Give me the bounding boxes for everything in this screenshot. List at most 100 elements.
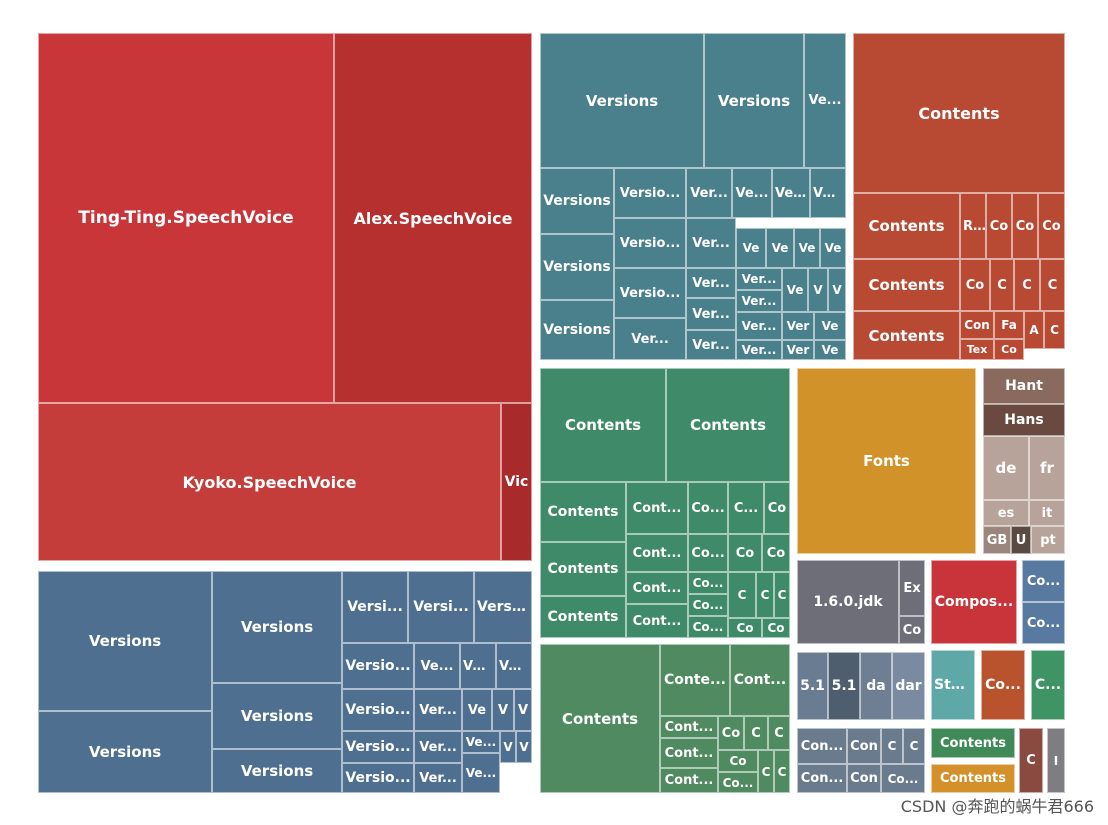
treemap-cell: Ver... (686, 330, 736, 360)
treemap-cell: C (1040, 259, 1065, 311)
treemap-cell: Ve (814, 340, 846, 360)
treemap-cell-label: Cont... (664, 719, 714, 735)
treemap-cell-label: 5.1 (800, 678, 825, 694)
treemap-cell-label: C (1026, 753, 1036, 768)
treemap-cell-label: RAW (963, 218, 985, 234)
treemap-cell-label: Versions (717, 91, 791, 110)
treemap-cell: Co... (688, 534, 728, 572)
treemap-cell-label: Con (850, 738, 878, 754)
treemap-cell-label: C (887, 739, 897, 753)
treemap-cell: Cont... (626, 604, 688, 638)
treemap-cell: Co... (688, 616, 728, 638)
treemap-cell: pt (1031, 526, 1065, 554)
treemap-cell: Ver... (686, 298, 736, 330)
treemap-cell: C (1014, 259, 1040, 311)
treemap-cell-label: Cont... (664, 745, 714, 761)
treemap-cell-label: Ver... (741, 294, 777, 308)
treemap-cell-label: Contents (564, 416, 642, 434)
treemap-cell: V (514, 689, 532, 731)
treemap-cell-label: Ver... (690, 185, 728, 201)
treemap-cell: Co (986, 193, 1012, 259)
treemap-cell: Contents (853, 311, 960, 360)
treemap-cell: Ver... (686, 168, 732, 218)
treemap-cell: Contents (666, 368, 790, 482)
treemap-cell-label: Versio... (345, 658, 411, 674)
treemap-cell: it (1029, 500, 1065, 526)
treemap-cell-label: Contents (547, 561, 619, 577)
treemap-cell: Versio... (614, 268, 686, 318)
treemap-cell-label: V (519, 740, 529, 754)
treemap-cell-label: Ver... (631, 331, 669, 347)
treemap-cell: Versio... (342, 689, 414, 731)
treemap-cell-label: 1.6.0.jdk (813, 594, 883, 610)
treemap-cell-label: Co (767, 500, 787, 516)
treemap-cell: Fa (994, 311, 1024, 339)
treemap-cell-label: Versions (240, 762, 314, 780)
treemap-cell-label: Cont... (733, 672, 787, 688)
treemap-cell: C (1044, 311, 1065, 349)
treemap-cell-label: Contents (918, 103, 1000, 123)
treemap-cell: Compos... (931, 560, 1017, 644)
treemap-cell-label: Alex.SpeechVoice (353, 208, 513, 228)
treemap-cell: A (1024, 311, 1044, 349)
treemap-cell-label: Ve... (499, 658, 531, 674)
treemap-cell: C (756, 572, 774, 618)
treemap-cell: de (983, 436, 1029, 500)
treemap-cell-label: Co... (691, 545, 725, 561)
treemap-cell: Ve (782, 268, 808, 312)
treemap-cell-label: Con... (800, 738, 844, 754)
treemap-cell: Ve (766, 228, 794, 268)
treemap-cell-label: Co... (1026, 615, 1061, 631)
treemap-cell-label: Contents (940, 771, 1006, 786)
treemap-cell: V (828, 268, 846, 312)
treemap-cell: Contents (540, 644, 660, 793)
treemap-cell: Cont... (626, 534, 688, 572)
treemap-cell-label: C (774, 725, 784, 741)
treemap-cell: Contents (853, 33, 1065, 193)
treemap-cell: Versions (540, 168, 614, 234)
treemap-cell: C (758, 750, 774, 793)
treemap-cell: Versions (212, 571, 342, 683)
treemap-cell-label: C (761, 764, 771, 779)
treemap-cell: V (808, 268, 828, 312)
treemap-cell: C (774, 750, 790, 793)
treemap-cell-label: Ve... (465, 766, 497, 780)
treemap-cell-label: Co (989, 218, 1009, 234)
treemap-cell-label: Ve (786, 283, 804, 297)
treemap-cell-label: fr (1040, 459, 1054, 477)
treemap-cell: Contents (540, 368, 666, 482)
treemap-cell: GB (983, 526, 1011, 554)
treemap-cell-label: Versio... (345, 739, 411, 755)
treemap-cell: Co... (688, 572, 728, 594)
treemap-cell-label: Ve (771, 241, 789, 255)
treemap-cell: Contents (540, 596, 626, 638)
treemap-cell-label: I (1053, 753, 1059, 768)
treemap-cell: Ve (462, 689, 492, 731)
treemap-cell: Versions (704, 33, 804, 168)
treemap-cell: C (768, 716, 790, 750)
treemap-cell-label: Co (766, 545, 786, 561)
treemap-cell-label: Ve (821, 343, 839, 357)
treemap-cell: Co (1038, 193, 1065, 259)
treemap-cell-label: Ver... (692, 235, 730, 251)
treemap-cell: C... (728, 482, 764, 534)
treemap-cell: Ve... (462, 731, 500, 753)
treemap-cell-label: Cont... (632, 500, 682, 516)
treemap-cell: Co (718, 716, 744, 750)
treemap-cell-label: C (1022, 277, 1032, 293)
treemap-cell: Versio... (342, 643, 414, 689)
treemap-cell-label: Ve... (813, 185, 845, 201)
treemap-cell-label: Contents (689, 416, 767, 434)
treemap-cell: Ver... (736, 340, 782, 360)
treemap-cell: Conte... (660, 644, 730, 716)
treemap-cell-label: C... (1034, 677, 1062, 693)
treemap-cell-label: Co (767, 621, 785, 635)
treemap-cell: Ex (899, 560, 925, 616)
treemap-cell-label: Ve (467, 702, 487, 718)
treemap-cell: Ver... (686, 218, 736, 268)
treemap-cell: Tex (960, 339, 994, 360)
treemap-cell-label: Versio... (619, 285, 681, 301)
treemap-cell-label: Contents (561, 709, 639, 728)
treemap-cell: Versio... (614, 218, 686, 268)
treemap-cell: Co (1012, 193, 1038, 259)
